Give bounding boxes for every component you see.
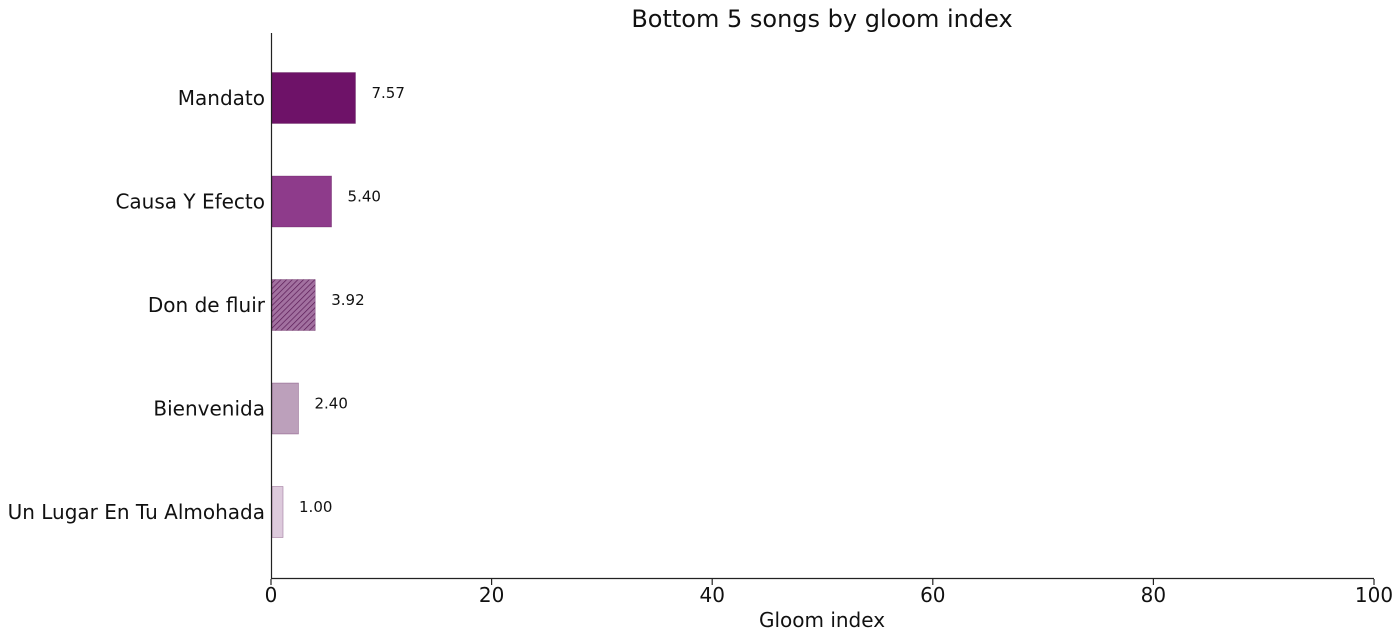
bar	[271, 382, 299, 435]
x-axis-label: Gloom index	[759, 608, 885, 632]
category-label: Un Lugar En Tu Almohada	[8, 500, 265, 524]
bar	[271, 175, 332, 228]
chart-title: Bottom 5 songs by gloom index	[631, 5, 1012, 33]
value-label: 3.92	[331, 291, 364, 309]
value-label: 5.40	[348, 188, 381, 206]
value-label: 2.40	[314, 395, 347, 413]
x-axis-ticks: 0 20 40 60 80 100	[265, 579, 1393, 607]
bar	[271, 486, 284, 538]
x-tick-label: 80	[1141, 583, 1166, 607]
value-label: 1.00	[299, 498, 332, 516]
x-tick-label: 100	[1355, 583, 1393, 607]
bars-group: Mandato 7.57 Causa Y Efecto 5.40 Don de flui…	[8, 72, 405, 538]
category-label: Mandato	[178, 86, 265, 110]
bar	[271, 279, 316, 331]
category-label: Causa Y Efecto	[115, 190, 265, 214]
x-tick-label: 40	[699, 583, 724, 607]
bar	[271, 72, 356, 124]
x-tick-label: 60	[920, 583, 945, 607]
category-label: Don de fluir	[148, 293, 266, 317]
x-tick-label: 0	[265, 583, 278, 607]
x-tick-label: 20	[479, 583, 504, 607]
category-label: Bienvenida	[153, 397, 265, 421]
value-label: 7.57	[371, 84, 404, 102]
